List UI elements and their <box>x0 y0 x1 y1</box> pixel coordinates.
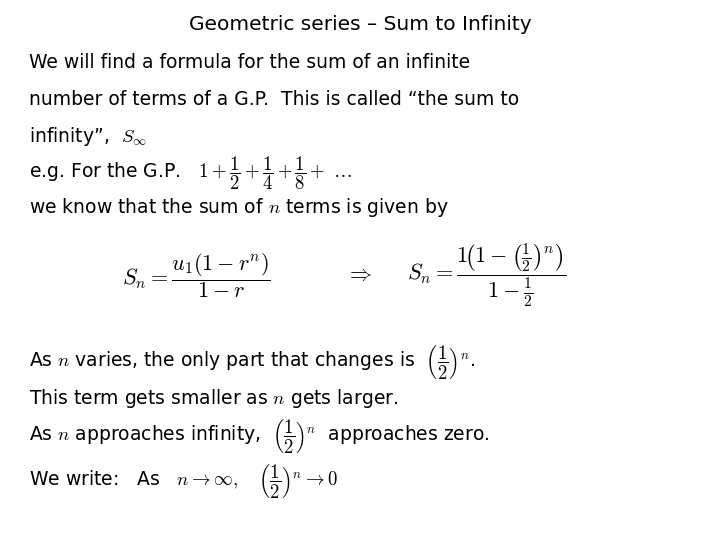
Text: As $n$ approaches infinity,  $\left(\dfrac{1}{2}\right)^{n}$  approaches zero.: As $n$ approaches infinity, $\left(\dfra… <box>29 417 490 455</box>
Text: We write:   As   $n \to \infty,$   $\left(\dfrac{1}{2}\right)^{n} \to 0$: We write: As $n \to \infty,$ $\left(\dfr… <box>29 462 338 500</box>
Text: $S_{n} = \dfrac{u_{1}(1-r^{n})}{1-r}$: $S_{n} = \dfrac{u_{1}(1-r^{n})}{1-r}$ <box>122 251 271 300</box>
Text: Geometric series – Sum to Infinity: Geometric series – Sum to Infinity <box>189 15 531 34</box>
Text: This term gets smaller as $n$ gets larger.: This term gets smaller as $n$ gets large… <box>29 387 398 410</box>
Text: number of terms of a G.P.  This is called “the sum to: number of terms of a G.P. This is called… <box>29 90 519 110</box>
Text: We will find a formula for the sum of an infinite: We will find a formula for the sum of an… <box>29 52 470 72</box>
Text: infinity”,  $S_{\infty}$: infinity”, $S_{\infty}$ <box>29 125 147 147</box>
Text: $\Rightarrow$: $\Rightarrow$ <box>346 265 372 286</box>
Text: $S_{n} = \dfrac{1\!\left(1 - \left(\frac{1}{2}\right)^{n}\right)}{1 - \frac{1}{2: $S_{n} = \dfrac{1\!\left(1 - \left(\frac… <box>407 241 567 309</box>
Text: As $n$ varies, the only part that changes is  $\left(\dfrac{1}{2}\right)^{n}$.: As $n$ varies, the only part that change… <box>29 343 475 381</box>
Text: we know that the sum of $n$ terms is given by: we know that the sum of $n$ terms is giv… <box>29 197 449 219</box>
Text: e.g. For the G.P.   $1 + \dfrac{1}{2} + \dfrac{1}{4} + \dfrac{1}{8} + \ \ldots$: e.g. For the G.P. $1 + \dfrac{1}{2} + \d… <box>29 154 352 192</box>
